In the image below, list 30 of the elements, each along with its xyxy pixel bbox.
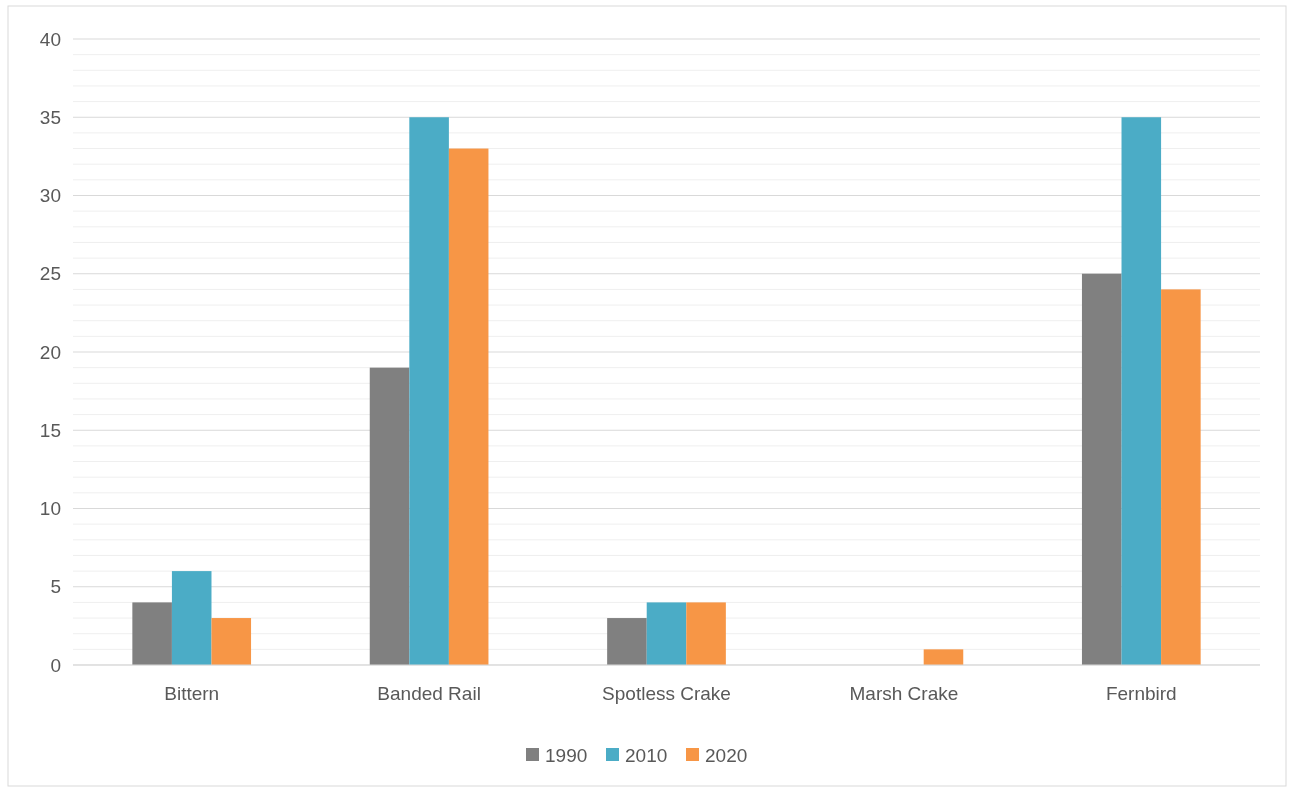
x-tick-label: Bittern — [164, 683, 220, 705]
bar — [211, 618, 252, 665]
y-tick-label: 40 — [39, 28, 61, 50]
y-tick-label: 20 — [39, 341, 61, 363]
bar — [132, 602, 172, 665]
bar — [607, 618, 647, 665]
x-tick-label: Spotless Crake — [602, 683, 731, 705]
bar — [686, 602, 726, 665]
legend-label: 1990 — [545, 744, 588, 766]
bar — [369, 367, 410, 665]
y-tick-label: 35 — [39, 106, 61, 128]
x-tick-label: Marsh Crake — [849, 683, 959, 705]
bar — [1121, 117, 1162, 665]
bar — [1081, 273, 1122, 665]
y-tick-label: 25 — [39, 263, 61, 285]
legend-label: 2010 — [625, 744, 668, 766]
y-tick-label: 30 — [39, 185, 61, 207]
bar — [923, 649, 964, 665]
legend-label: 2020 — [705, 744, 748, 766]
y-tick-label: 5 — [50, 576, 61, 598]
bar — [409, 117, 449, 665]
y-tick-label: 0 — [50, 654, 61, 676]
y-tick-label: 15 — [39, 419, 61, 441]
bar — [1161, 289, 1201, 665]
x-tick-label: Fernbird — [1105, 683, 1177, 705]
bar — [171, 571, 212, 665]
bar — [646, 602, 687, 665]
x-tick-label: Banded Rail — [377, 683, 481, 705]
bar — [448, 148, 489, 665]
y-tick-label: 10 — [39, 498, 61, 520]
